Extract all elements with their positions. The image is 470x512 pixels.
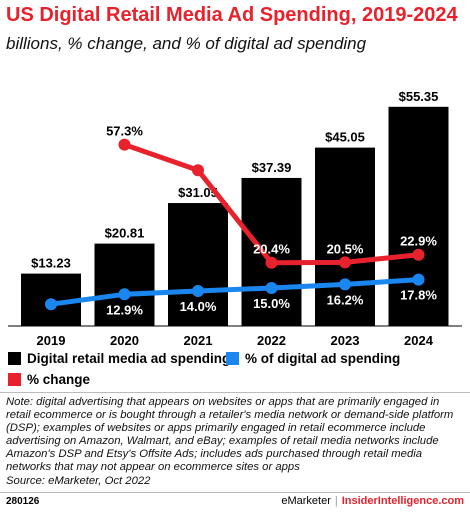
bar xyxy=(241,177,302,326)
bar xyxy=(315,147,375,326)
legend-item-spending: Digital retail media ad spending xyxy=(8,351,230,366)
change-value-label: 20.5% xyxy=(327,241,364,256)
x-tick-label: 2022 xyxy=(257,333,286,348)
change-point xyxy=(118,138,131,151)
bar xyxy=(94,243,155,326)
note-divider xyxy=(0,392,470,393)
legend-item-change: % change xyxy=(8,372,90,387)
change-point xyxy=(339,256,351,269)
brand-emarketer: eMarketer xyxy=(281,495,331,507)
share-value-label: 9.6% xyxy=(36,312,66,327)
legend-label-share: % of digital ad spending xyxy=(245,351,401,366)
chart-subtitle: billions, % change, and % of digital ad … xyxy=(6,34,367,53)
legend-swatch-spending xyxy=(8,352,21,365)
share-line xyxy=(50,277,419,307)
share-point xyxy=(118,288,131,301)
brand-separator: | xyxy=(334,495,338,507)
bar-value-label: $37.39 xyxy=(252,160,292,175)
legend-label-change: % change xyxy=(27,372,91,387)
x-tick-label: 2021 xyxy=(184,333,213,348)
source-text: Source: eMarketer, Oct 2022 xyxy=(6,474,151,487)
chart: $13.23 $20.81 $31.05 $37.39 $45.05 $55.35 2019… xyxy=(8,89,462,348)
legend-label-spending: Digital retail media ad spending xyxy=(27,351,231,366)
change-point xyxy=(192,164,204,177)
footer-brand: eMarketer | InsiderIntelligence.com xyxy=(281,495,464,507)
chart-id: 280126 xyxy=(6,496,40,507)
change-point xyxy=(412,248,425,261)
bar-value-label: $20.81 xyxy=(105,226,145,241)
share-value-label: 12.9% xyxy=(106,302,143,317)
change-value-label: 57.3% xyxy=(106,124,143,139)
change-value-label: 49.3% xyxy=(180,149,217,164)
legend-swatch-share xyxy=(226,352,239,365)
share-value-label: 15.0% xyxy=(253,296,290,311)
bar xyxy=(168,203,228,326)
legend-swatch-change xyxy=(8,373,21,386)
share-point xyxy=(412,273,425,286)
share-point xyxy=(45,298,57,311)
footer-divider xyxy=(0,492,470,493)
share-value-label: 14.0% xyxy=(180,299,217,314)
change-value-label: 20.4% xyxy=(253,242,290,257)
share-point xyxy=(265,282,278,294)
bar-value-label: $13.23 xyxy=(31,256,71,271)
share-point xyxy=(339,278,351,291)
note-block: Note: digital advertising that appears o… xyxy=(6,396,466,488)
note-text: Note: digital advertising that appears o… xyxy=(6,396,454,474)
bar-value-label: $31.05 xyxy=(178,185,218,200)
bar-value-label: $55.35 xyxy=(399,89,439,104)
x-tick-label: 2020 xyxy=(110,333,139,348)
bar xyxy=(388,106,449,326)
change-value-label: 22.9% xyxy=(400,234,437,249)
bar-value-label: $45.05 xyxy=(325,130,365,145)
chart-title: US Digital Retail Media Ad Spending, 201… xyxy=(6,4,458,26)
change-point xyxy=(265,256,278,269)
x-tick-label: 2024 xyxy=(404,333,434,348)
share-value-label: 16.2% xyxy=(327,292,364,307)
brand-insider-intelligence: InsiderIntelligence.com xyxy=(341,495,464,507)
share-point xyxy=(192,285,204,297)
share-value-label: 17.8% xyxy=(400,288,437,303)
legend-item-share: % of digital ad spending xyxy=(226,351,400,366)
x-tick-label: 2023 xyxy=(331,333,360,348)
x-tick-label: 2019 xyxy=(37,333,66,348)
